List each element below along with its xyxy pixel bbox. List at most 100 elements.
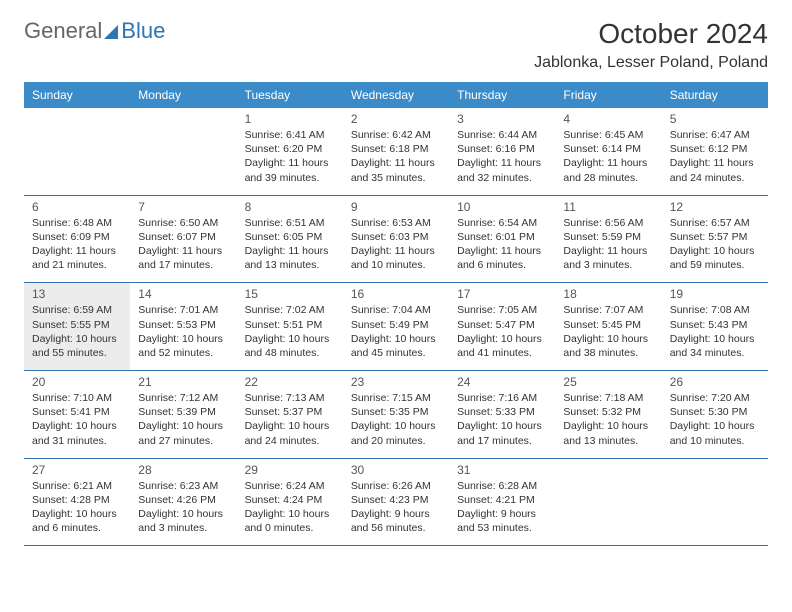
day-number: 13 xyxy=(32,287,122,301)
day-info: Sunrise: 6:48 AMSunset: 6:09 PMDaylight:… xyxy=(32,216,122,273)
sunrise-text: Sunrise: 6:26 AM xyxy=(351,479,441,493)
day-number: 30 xyxy=(351,463,441,477)
month-title: October 2024 xyxy=(534,18,768,50)
sunrise-text: Sunrise: 7:04 AM xyxy=(351,303,441,317)
day-info: Sunrise: 7:13 AMSunset: 5:37 PMDaylight:… xyxy=(245,391,335,448)
day-info: Sunrise: 6:57 AMSunset: 5:57 PMDaylight:… xyxy=(670,216,760,273)
calendar-cell: 19Sunrise: 7:08 AMSunset: 5:43 PMDayligh… xyxy=(662,283,768,370)
daylight-text: Daylight: 10 hours and 52 minutes. xyxy=(138,332,228,360)
day-info: Sunrise: 6:53 AMSunset: 6:03 PMDaylight:… xyxy=(351,216,441,273)
header-row: General Blue October 2024 Jablonka, Less… xyxy=(24,18,768,72)
daylight-text: Daylight: 10 hours and 48 minutes. xyxy=(245,332,335,360)
sunrise-text: Sunrise: 6:50 AM xyxy=(138,216,228,230)
day-number: 1 xyxy=(245,112,335,126)
day-number: 3 xyxy=(457,112,547,126)
day-header-cell: Sunday xyxy=(24,82,130,108)
calendar-week: 6Sunrise: 6:48 AMSunset: 6:09 PMDaylight… xyxy=(24,196,768,284)
daylight-text: Daylight: 10 hours and 17 minutes. xyxy=(457,419,547,447)
logo: General Blue xyxy=(24,18,165,44)
day-info: Sunrise: 6:41 AMSunset: 6:20 PMDaylight:… xyxy=(245,128,335,185)
sunrise-text: Sunrise: 7:07 AM xyxy=(563,303,653,317)
calendar-cell: 25Sunrise: 7:18 AMSunset: 5:32 PMDayligh… xyxy=(555,371,661,458)
sunrise-text: Sunrise: 6:45 AM xyxy=(563,128,653,142)
daylight-text: Daylight: 11 hours and 13 minutes. xyxy=(245,244,335,272)
sunset-text: Sunset: 6:09 PM xyxy=(32,230,122,244)
day-header-row: SundayMondayTuesdayWednesdayThursdayFrid… xyxy=(24,82,768,108)
calendar-week: 13Sunrise: 6:59 AMSunset: 5:55 PMDayligh… xyxy=(24,283,768,371)
calendar-cell: 30 Sunrise: 6:26 AMSunset: 4:23 PMDayligh… xyxy=(343,459,449,546)
day-number: 21 xyxy=(138,375,228,389)
sunset-text: Sunset: 5:51 PM xyxy=(245,318,335,332)
daylight-text: Daylight: 10 hours and 34 minutes. xyxy=(670,332,760,360)
day-number: 10 xyxy=(457,200,547,214)
day-number: 9 xyxy=(351,200,441,214)
calendar-week: 1 Sunrise: 6:41 AMSunset: 6:20 PMDaylight… xyxy=(24,108,768,196)
daylight-text: Daylight: 11 hours and 6 minutes. xyxy=(457,244,547,272)
calendar-cell: 17Sunrise: 7:05 AMSunset: 5:47 PMDayligh… xyxy=(449,283,555,370)
day-info: Sunrise: 6:47 AMSunset: 6:12 PMDaylight:… xyxy=(670,128,760,185)
day-number: 11 xyxy=(563,200,653,214)
sunrise-text: Sunrise: 7:13 AM xyxy=(245,391,335,405)
daylight-text: Daylight: 10 hours and 6 minutes. xyxy=(32,507,122,535)
day-info: Sunrise: 6:44 AMSunset: 6:16 PMDaylight:… xyxy=(457,128,547,185)
day-number: 20 xyxy=(32,375,122,389)
sunset-text: Sunset: 5:47 PM xyxy=(457,318,547,332)
sunset-text: Sunset: 5:41 PM xyxy=(32,405,122,419)
calendar-cell: 11Sunrise: 6:56 AMSunset: 5:59 PMDayligh… xyxy=(555,196,661,283)
day-number: 12 xyxy=(670,200,760,214)
calendar-cell: 13Sunrise: 6:59 AMSunset: 5:55 PMDayligh… xyxy=(24,283,130,370)
location-text: Jablonka, Lesser Poland, Poland xyxy=(534,54,768,72)
sunrise-text: Sunrise: 6:28 AM xyxy=(457,479,547,493)
sunset-text: Sunset: 5:33 PM xyxy=(457,405,547,419)
day-header-cell: Thursday xyxy=(449,82,555,108)
day-info: Sunrise: 7:18 AMSunset: 5:32 PMDaylight:… xyxy=(563,391,653,448)
day-info: Sunrise: 7:07 AMSunset: 5:45 PMDaylight:… xyxy=(563,303,653,360)
calendar-cell: 26Sunrise: 7:20 AMSunset: 5:30 PMDayligh… xyxy=(662,371,768,458)
sunset-text: Sunset: 5:55 PM xyxy=(32,318,122,332)
day-header-cell: Saturday xyxy=(662,82,768,108)
daylight-text: Daylight: 10 hours and 55 minutes. xyxy=(32,332,122,360)
sunrise-text: Sunrise: 7:15 AM xyxy=(351,391,441,405)
calendar-page: General Blue October 2024 Jablonka, Less… xyxy=(0,0,792,570)
calendar-cell: 24Sunrise: 7:16 AMSunset: 5:33 PMDayligh… xyxy=(449,371,555,458)
sunrise-text: Sunrise: 6:24 AM xyxy=(245,479,335,493)
sunset-text: Sunset: 4:28 PM xyxy=(32,493,122,507)
title-block: October 2024 Jablonka, Lesser Poland, Po… xyxy=(534,18,768,72)
calendar-cell: 29Sunrise: 6:24 AMSunset: 4:24 PMDayligh… xyxy=(237,459,343,546)
calendar-cell: 27Sunrise: 6:21 AMSunset: 4:28 PMDayligh… xyxy=(24,459,130,546)
sunset-text: Sunset: 6:05 PM xyxy=(245,230,335,244)
sunset-text: Sunset: 4:24 PM xyxy=(245,493,335,507)
day-number: 16 xyxy=(351,287,441,301)
calendar-cell: 3 Sunrise: 6:44 AMSunset: 6:16 PMDaylight… xyxy=(449,108,555,195)
sunrise-text: Sunrise: 6:56 AM xyxy=(563,216,653,230)
calendar-cell: 31Sunrise: 6:28 AMSunset: 4:21 PMDayligh… xyxy=(449,459,555,546)
sunrise-text: Sunrise: 7:16 AM xyxy=(457,391,547,405)
sunrise-text: Sunrise: 6:51 AM xyxy=(245,216,335,230)
logo-text-2: Blue xyxy=(121,18,165,44)
day-info: Sunrise: 6:26 AMSunset: 4:23 PMDaylight:… xyxy=(351,479,441,536)
sunset-text: Sunset: 4:23 PM xyxy=(351,493,441,507)
calendar-cell: 9 Sunrise: 6:53 AMSunset: 6:03 PMDaylight… xyxy=(343,196,449,283)
daylight-text: Daylight: 10 hours and 24 minutes. xyxy=(245,419,335,447)
day-number: 15 xyxy=(245,287,335,301)
daylight-text: Daylight: 11 hours and 21 minutes. xyxy=(32,244,122,272)
sunset-text: Sunset: 6:16 PM xyxy=(457,142,547,156)
calendar-cell: 23Sunrise: 7:15 AMSunset: 5:35 PMDayligh… xyxy=(343,371,449,458)
calendar-cell: 4Sunrise: 6:45 AMSunset: 6:14 PMDaylight… xyxy=(555,108,661,195)
logo-text-1: General xyxy=(24,18,102,44)
sunset-text: Sunset: 6:14 PM xyxy=(563,142,653,156)
day-number: 19 xyxy=(670,287,760,301)
calendar-week: 27Sunrise: 6:21 AMSunset: 4:28 PMDayligh… xyxy=(24,459,768,547)
sunset-text: Sunset: 6:01 PM xyxy=(457,230,547,244)
sunrise-text: Sunrise: 7:12 AM xyxy=(138,391,228,405)
day-number: 22 xyxy=(245,375,335,389)
day-info: Sunrise: 7:20 AMSunset: 5:30 PMDaylight:… xyxy=(670,391,760,448)
daylight-text: Daylight: 11 hours and 10 minutes. xyxy=(351,244,441,272)
day-number: 17 xyxy=(457,287,547,301)
daylight-text: Daylight: 10 hours and 10 minutes. xyxy=(670,419,760,447)
daylight-text: Daylight: 10 hours and 45 minutes. xyxy=(351,332,441,360)
day-info: Sunrise: 6:45 AMSunset: 6:14 PMDaylight:… xyxy=(563,128,653,185)
sunrise-text: Sunrise: 7:20 AM xyxy=(670,391,760,405)
day-number: 23 xyxy=(351,375,441,389)
day-info: Sunrise: 7:04 AMSunset: 5:49 PMDaylight:… xyxy=(351,303,441,360)
